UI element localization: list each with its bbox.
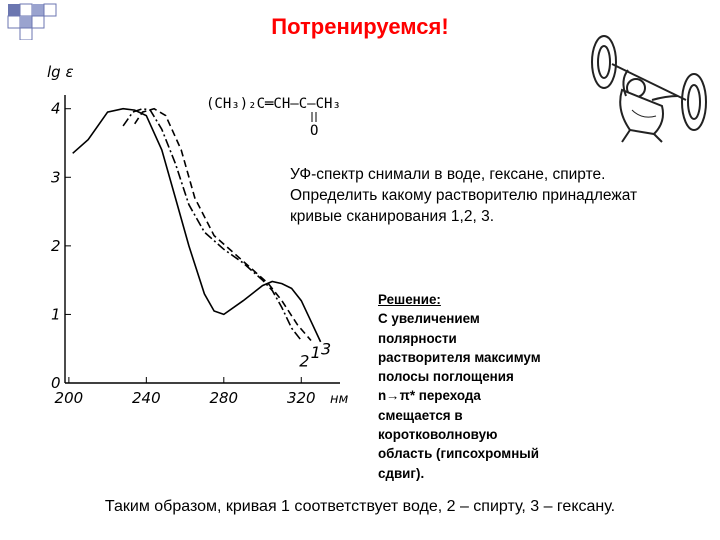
curve-3 <box>134 107 312 342</box>
task-text: УФ-спектр снимали в воде, гексане, спирт… <box>290 164 710 227</box>
decor-square <box>20 16 32 28</box>
solution-line: смещается в <box>378 407 463 423</box>
x-tick-label: 320 <box>287 389 316 407</box>
solution-line: растворителя максимум <box>378 349 541 365</box>
solution-line: полярности <box>378 330 457 346</box>
solution-line: область (гипсохромный <box>378 446 539 462</box>
solution-line: сдвиг). <box>378 465 425 481</box>
y-tick-label: 3 <box>51 168 61 186</box>
solution-line: коротковолновую <box>378 427 498 443</box>
decor-square <box>19 27 33 40</box>
curve-label-1: 1 <box>311 343 321 362</box>
decor-square <box>32 4 44 16</box>
curve-label-3: 3 <box>321 339 331 358</box>
x-tick-label: 240 <box>132 389 161 407</box>
weightlifter-illustration <box>591 35 707 143</box>
decor-square <box>31 15 45 29</box>
chemical-formula: (CH₃)₂C═CH–C–CH₃ <box>206 96 341 112</box>
y-tick-label: 1 <box>51 305 61 323</box>
task-line: кривые сканирования 1,2, 3. <box>290 208 494 225</box>
solution-line: С увеличением <box>378 311 480 327</box>
x-tick-label: 200 <box>55 389 84 407</box>
y-axis-label: lg ε <box>47 63 74 81</box>
y-tick-label: 0 <box>51 374 61 392</box>
task-line: Определить какому растворителю принадлеж… <box>290 187 638 204</box>
curve-2 <box>122 107 302 341</box>
y-tick-label: 2 <box>51 237 61 255</box>
slide-title: Потренируемся! <box>271 14 449 39</box>
conclusion-text: Таким образом, кривая 1 соответствует во… <box>104 498 616 515</box>
curve-label-2: 2 <box>299 351 309 370</box>
curve-labels: 123 <box>299 339 331 370</box>
y-tick-label: 4 <box>51 100 61 118</box>
solution-heading: Решение: <box>378 292 441 307</box>
chart-ticks: 0 1 2 3 4 200 240 280 320 <box>51 100 316 407</box>
x-axis-label: нм <box>330 392 348 407</box>
formula-oxygen: O <box>310 123 318 139</box>
decor-square <box>8 4 20 16</box>
x-tick-label: 280 <box>209 389 238 407</box>
solution-line: n→π* перехода <box>378 388 481 404</box>
corner-squares-decoration <box>7 3 57 40</box>
solution-line: полосы поглощения <box>378 369 514 385</box>
solution-text: Решение: С увеличением полярности раство… <box>378 290 608 483</box>
decor-square <box>43 3 57 17</box>
curve-1 <box>72 107 322 343</box>
task-line: УФ-спектр снимали в воде, гексане, спирт… <box>290 166 606 183</box>
chart-curves <box>72 107 322 343</box>
chart-axes <box>64 95 340 384</box>
